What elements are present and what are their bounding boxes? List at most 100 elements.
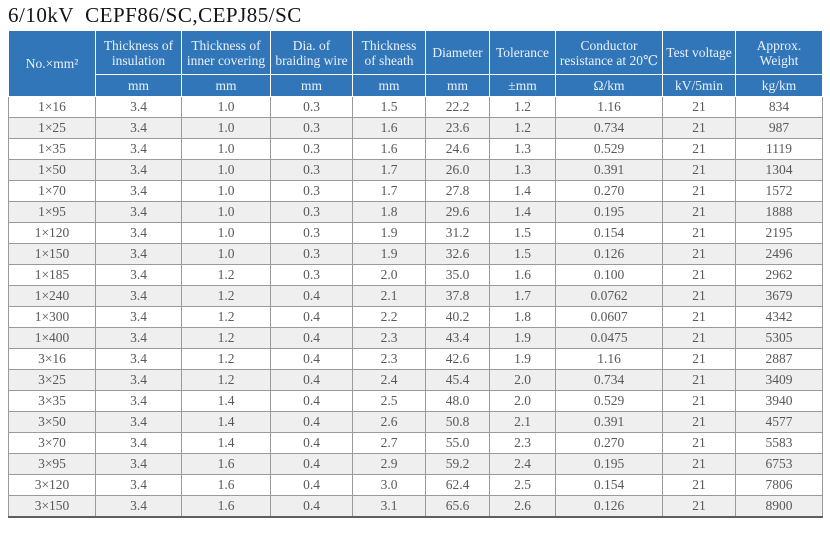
table-cell: 24.6 bbox=[425, 138, 490, 160]
table-row: 3×150 3.4 1.6 0.4 3.1 65.6 2.6 0.126 21 8900 bbox=[8, 495, 823, 518]
table-cell: 0.0475 bbox=[555, 327, 663, 349]
col-header-inner-covering: Thickness of inner covering bbox=[181, 30, 271, 75]
table-cell: 3.4 bbox=[95, 264, 182, 286]
table-cell: 1.8 bbox=[489, 306, 556, 328]
table-row: 1×150 3.4 1.0 0.3 1.9 32.6 1.5 0.126 21 2496 bbox=[8, 243, 823, 265]
table-cell: 1.9 bbox=[352, 222, 426, 244]
table-cell: 1.0 bbox=[181, 243, 271, 265]
table-cell: 1.6 bbox=[352, 117, 426, 139]
table-cell: 1×70 bbox=[8, 180, 96, 202]
table-cell: 0.3 bbox=[270, 96, 353, 118]
table-cell: 0.0607 bbox=[555, 306, 663, 328]
table-cell: 0.154 bbox=[555, 222, 663, 244]
table-cell: 1.6 bbox=[489, 264, 556, 286]
table-cell: 1.0 bbox=[181, 201, 271, 223]
table-cell: 5583 bbox=[735, 432, 823, 454]
table-cell: 1.6 bbox=[181, 474, 271, 496]
table-row: 1×50 3.4 1.0 0.3 1.7 26.0 1.3 0.391 21 1304 bbox=[8, 159, 823, 181]
table-row: 1×120 3.4 1.0 0.3 1.9 31.2 1.5 0.154 21 2195 bbox=[8, 222, 823, 244]
table-cell: 0.4 bbox=[270, 432, 353, 454]
table-cell: 0.4 bbox=[270, 495, 353, 518]
table-cell: 0.4 bbox=[270, 390, 353, 412]
table-cell: 1.2 bbox=[181, 264, 271, 286]
table-cell: 1×50 bbox=[8, 159, 96, 181]
table-cell: 21 bbox=[662, 390, 736, 412]
table-cell: 3.4 bbox=[95, 96, 182, 118]
table-cell: 0.4 bbox=[270, 306, 353, 328]
col-unit-tolerance: ±mm bbox=[489, 74, 556, 97]
table-cell: 0.734 bbox=[555, 117, 663, 139]
table-cell: 834 bbox=[735, 96, 823, 118]
table-cell: 3×35 bbox=[8, 390, 96, 412]
table-cell: 0.154 bbox=[555, 474, 663, 496]
table-cell: 23.6 bbox=[425, 117, 490, 139]
col-unit-resistance: Ω/km bbox=[555, 74, 663, 97]
table-cell: 2.2 bbox=[352, 306, 426, 328]
table-cell: 1×16 bbox=[8, 96, 96, 118]
table-cell: 3.0 bbox=[352, 474, 426, 496]
table-row: 3×35 3.4 1.4 0.4 2.5 48.0 2.0 0.529 21 3940 bbox=[8, 390, 823, 412]
table-cell: 3×16 bbox=[8, 348, 96, 370]
col-unit-insulation: mm bbox=[95, 74, 182, 97]
table-cell: 3.4 bbox=[95, 180, 182, 202]
table-cell: 2.0 bbox=[489, 390, 556, 412]
table-cell: 1.3 bbox=[489, 159, 556, 181]
table-cell: 0.3 bbox=[270, 243, 353, 265]
table-cell: 3.4 bbox=[95, 411, 182, 433]
table-cell: 2.6 bbox=[489, 495, 556, 518]
table-cell: 1572 bbox=[735, 180, 823, 202]
table-cell: 0.4 bbox=[270, 348, 353, 370]
col-header-diameter: Diameter bbox=[425, 30, 490, 75]
table-cell: 2.3 bbox=[352, 348, 426, 370]
table-cell: 0.0762 bbox=[555, 285, 663, 307]
table-cell: 21 bbox=[662, 495, 736, 518]
col-unit-braiding-wire: mm bbox=[270, 74, 353, 97]
table-cell: 3679 bbox=[735, 285, 823, 307]
table-cell: 0.4 bbox=[270, 369, 353, 391]
table-cell: 0.270 bbox=[555, 180, 663, 202]
table-cell: 21 bbox=[662, 411, 736, 433]
table-cell: 1.4 bbox=[181, 390, 271, 412]
col-unit-weight: kg/km bbox=[735, 74, 823, 97]
table-cell: 1.2 bbox=[181, 306, 271, 328]
table-cell: 3.4 bbox=[95, 159, 182, 181]
page-title: 6/10kV CEPF86/SC,CEPJ85/SC bbox=[8, 3, 302, 27]
table-cell: 43.4 bbox=[425, 327, 490, 349]
col-header-size: No.×mm² bbox=[8, 30, 96, 97]
table-cell: 1.6 bbox=[181, 495, 271, 518]
col-header-test-voltage: Test voltage bbox=[662, 30, 736, 75]
table-row: 1×400 3.4 1.2 0.4 2.3 43.4 1.9 0.0475 21 5305 bbox=[8, 327, 823, 349]
table-cell: 0.3 bbox=[270, 138, 353, 160]
table-cell: 2195 bbox=[735, 222, 823, 244]
table-cell: 29.6 bbox=[425, 201, 490, 223]
table-cell: 3.4 bbox=[95, 369, 182, 391]
table-cell: 1.4 bbox=[181, 411, 271, 433]
table-cell: 0.4 bbox=[270, 285, 353, 307]
table-cell: 21 bbox=[662, 432, 736, 454]
table-cell: 1.5 bbox=[489, 243, 556, 265]
table-cell: 1×25 bbox=[8, 117, 96, 139]
table-cell: 1.4 bbox=[489, 201, 556, 223]
table-cell: 2.0 bbox=[489, 369, 556, 391]
table-row: 3×95 3.4 1.6 0.4 2.9 59.2 2.4 0.195 21 6753 bbox=[8, 453, 823, 475]
col-header-weight: Approx. Weight bbox=[735, 30, 823, 75]
table-cell: 21 bbox=[662, 453, 736, 475]
table-cell: 22.2 bbox=[425, 96, 490, 118]
table-cell: 1×185 bbox=[8, 264, 96, 286]
table-cell: 1×300 bbox=[8, 306, 96, 328]
table-cell: 3.4 bbox=[95, 138, 182, 160]
table-cell: 2.4 bbox=[489, 453, 556, 475]
table-cell: 2.6 bbox=[352, 411, 426, 433]
table-cell: 2887 bbox=[735, 348, 823, 370]
table-cell: 55.0 bbox=[425, 432, 490, 454]
table-cell: 2.5 bbox=[489, 474, 556, 496]
table-cell: 27.8 bbox=[425, 180, 490, 202]
table-cell: 2.1 bbox=[352, 285, 426, 307]
table-cell: 3.1 bbox=[352, 495, 426, 518]
table-cell: 0.3 bbox=[270, 180, 353, 202]
table-cell: 3×120 bbox=[8, 474, 96, 496]
table-cell: 0.100 bbox=[555, 264, 663, 286]
table-cell: 1.2 bbox=[181, 348, 271, 370]
table-cell: 1.5 bbox=[489, 222, 556, 244]
table-cell: 59.2 bbox=[425, 453, 490, 475]
